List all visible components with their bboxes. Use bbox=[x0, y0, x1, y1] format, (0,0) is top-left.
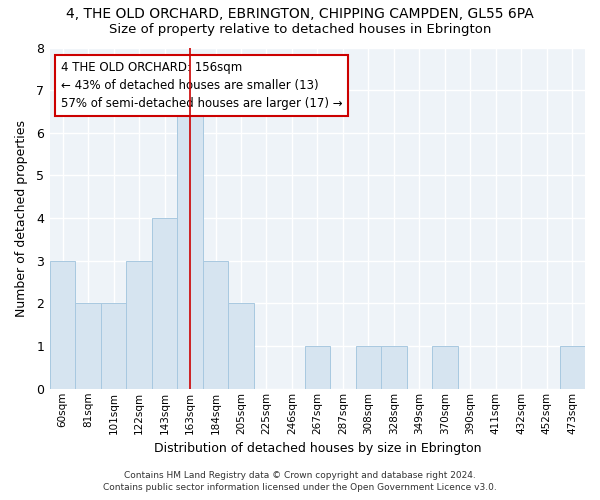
Bar bbox=[152, 218, 177, 389]
Bar bbox=[381, 346, 407, 389]
Text: Size of property relative to detached houses in Ebrington: Size of property relative to detached ho… bbox=[109, 22, 491, 36]
Bar bbox=[305, 346, 330, 389]
Bar bbox=[203, 261, 228, 389]
Bar bbox=[76, 304, 101, 389]
Bar bbox=[177, 90, 203, 389]
Bar bbox=[127, 261, 152, 389]
X-axis label: Distribution of detached houses by size in Ebrington: Distribution of detached houses by size … bbox=[154, 442, 481, 455]
Text: 4 THE OLD ORCHARD: 156sqm
← 43% of detached houses are smaller (13)
57% of semi-: 4 THE OLD ORCHARD: 156sqm ← 43% of detac… bbox=[61, 61, 342, 110]
Bar bbox=[228, 304, 254, 389]
Bar bbox=[432, 346, 458, 389]
Bar bbox=[101, 304, 127, 389]
Text: Contains HM Land Registry data © Crown copyright and database right 2024.
Contai: Contains HM Land Registry data © Crown c… bbox=[103, 471, 497, 492]
Text: 4, THE OLD ORCHARD, EBRINGTON, CHIPPING CAMPDEN, GL55 6PA: 4, THE OLD ORCHARD, EBRINGTON, CHIPPING … bbox=[66, 8, 534, 22]
Bar bbox=[560, 346, 585, 389]
Bar bbox=[356, 346, 381, 389]
Y-axis label: Number of detached properties: Number of detached properties bbox=[15, 120, 28, 316]
Bar bbox=[50, 261, 76, 389]
